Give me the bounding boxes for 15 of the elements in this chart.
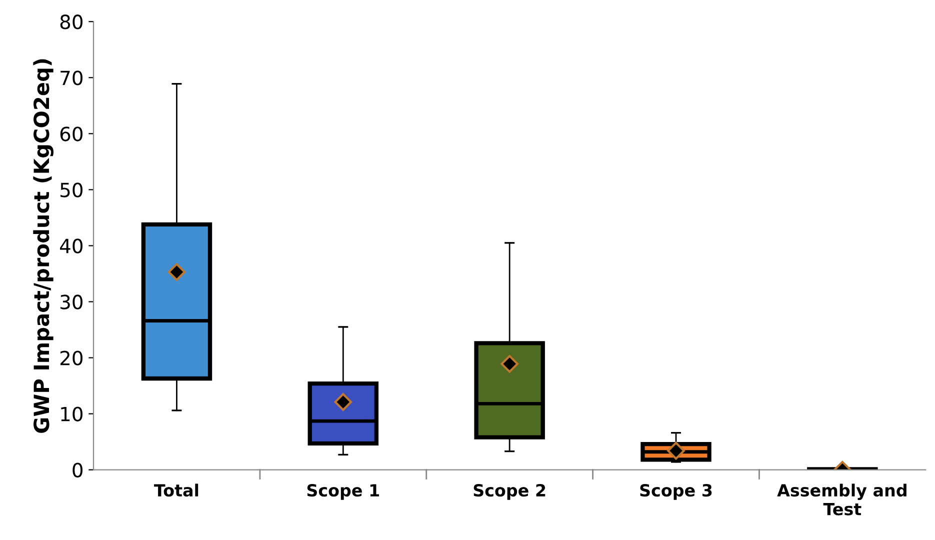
y-tick-label: 30 [60, 294, 82, 310]
y-tick-label: 50 [60, 182, 82, 198]
y-tick-label: 0 [72, 462, 82, 478]
y-tick-label: 40 [60, 238, 82, 254]
x-tick-label: Scope 3 [640, 484, 712, 500]
x-tick-label: Scope 1 [307, 484, 379, 500]
y-tick-label: 80 [60, 14, 82, 30]
x-tick-label: Scope 2 [474, 484, 546, 500]
y-tick-label: 20 [60, 350, 82, 366]
y-tick-label: 10 [61, 406, 82, 422]
y-tick-label: 70 [60, 70, 82, 86]
y-tick-label: 60 [60, 126, 82, 142]
x-tick-label: Assembly and Test [777, 484, 906, 516]
y-axis-title: GWP Impact/product (KgCO2eq) [33, 59, 54, 433]
x-tick-label: Total [154, 484, 198, 497]
